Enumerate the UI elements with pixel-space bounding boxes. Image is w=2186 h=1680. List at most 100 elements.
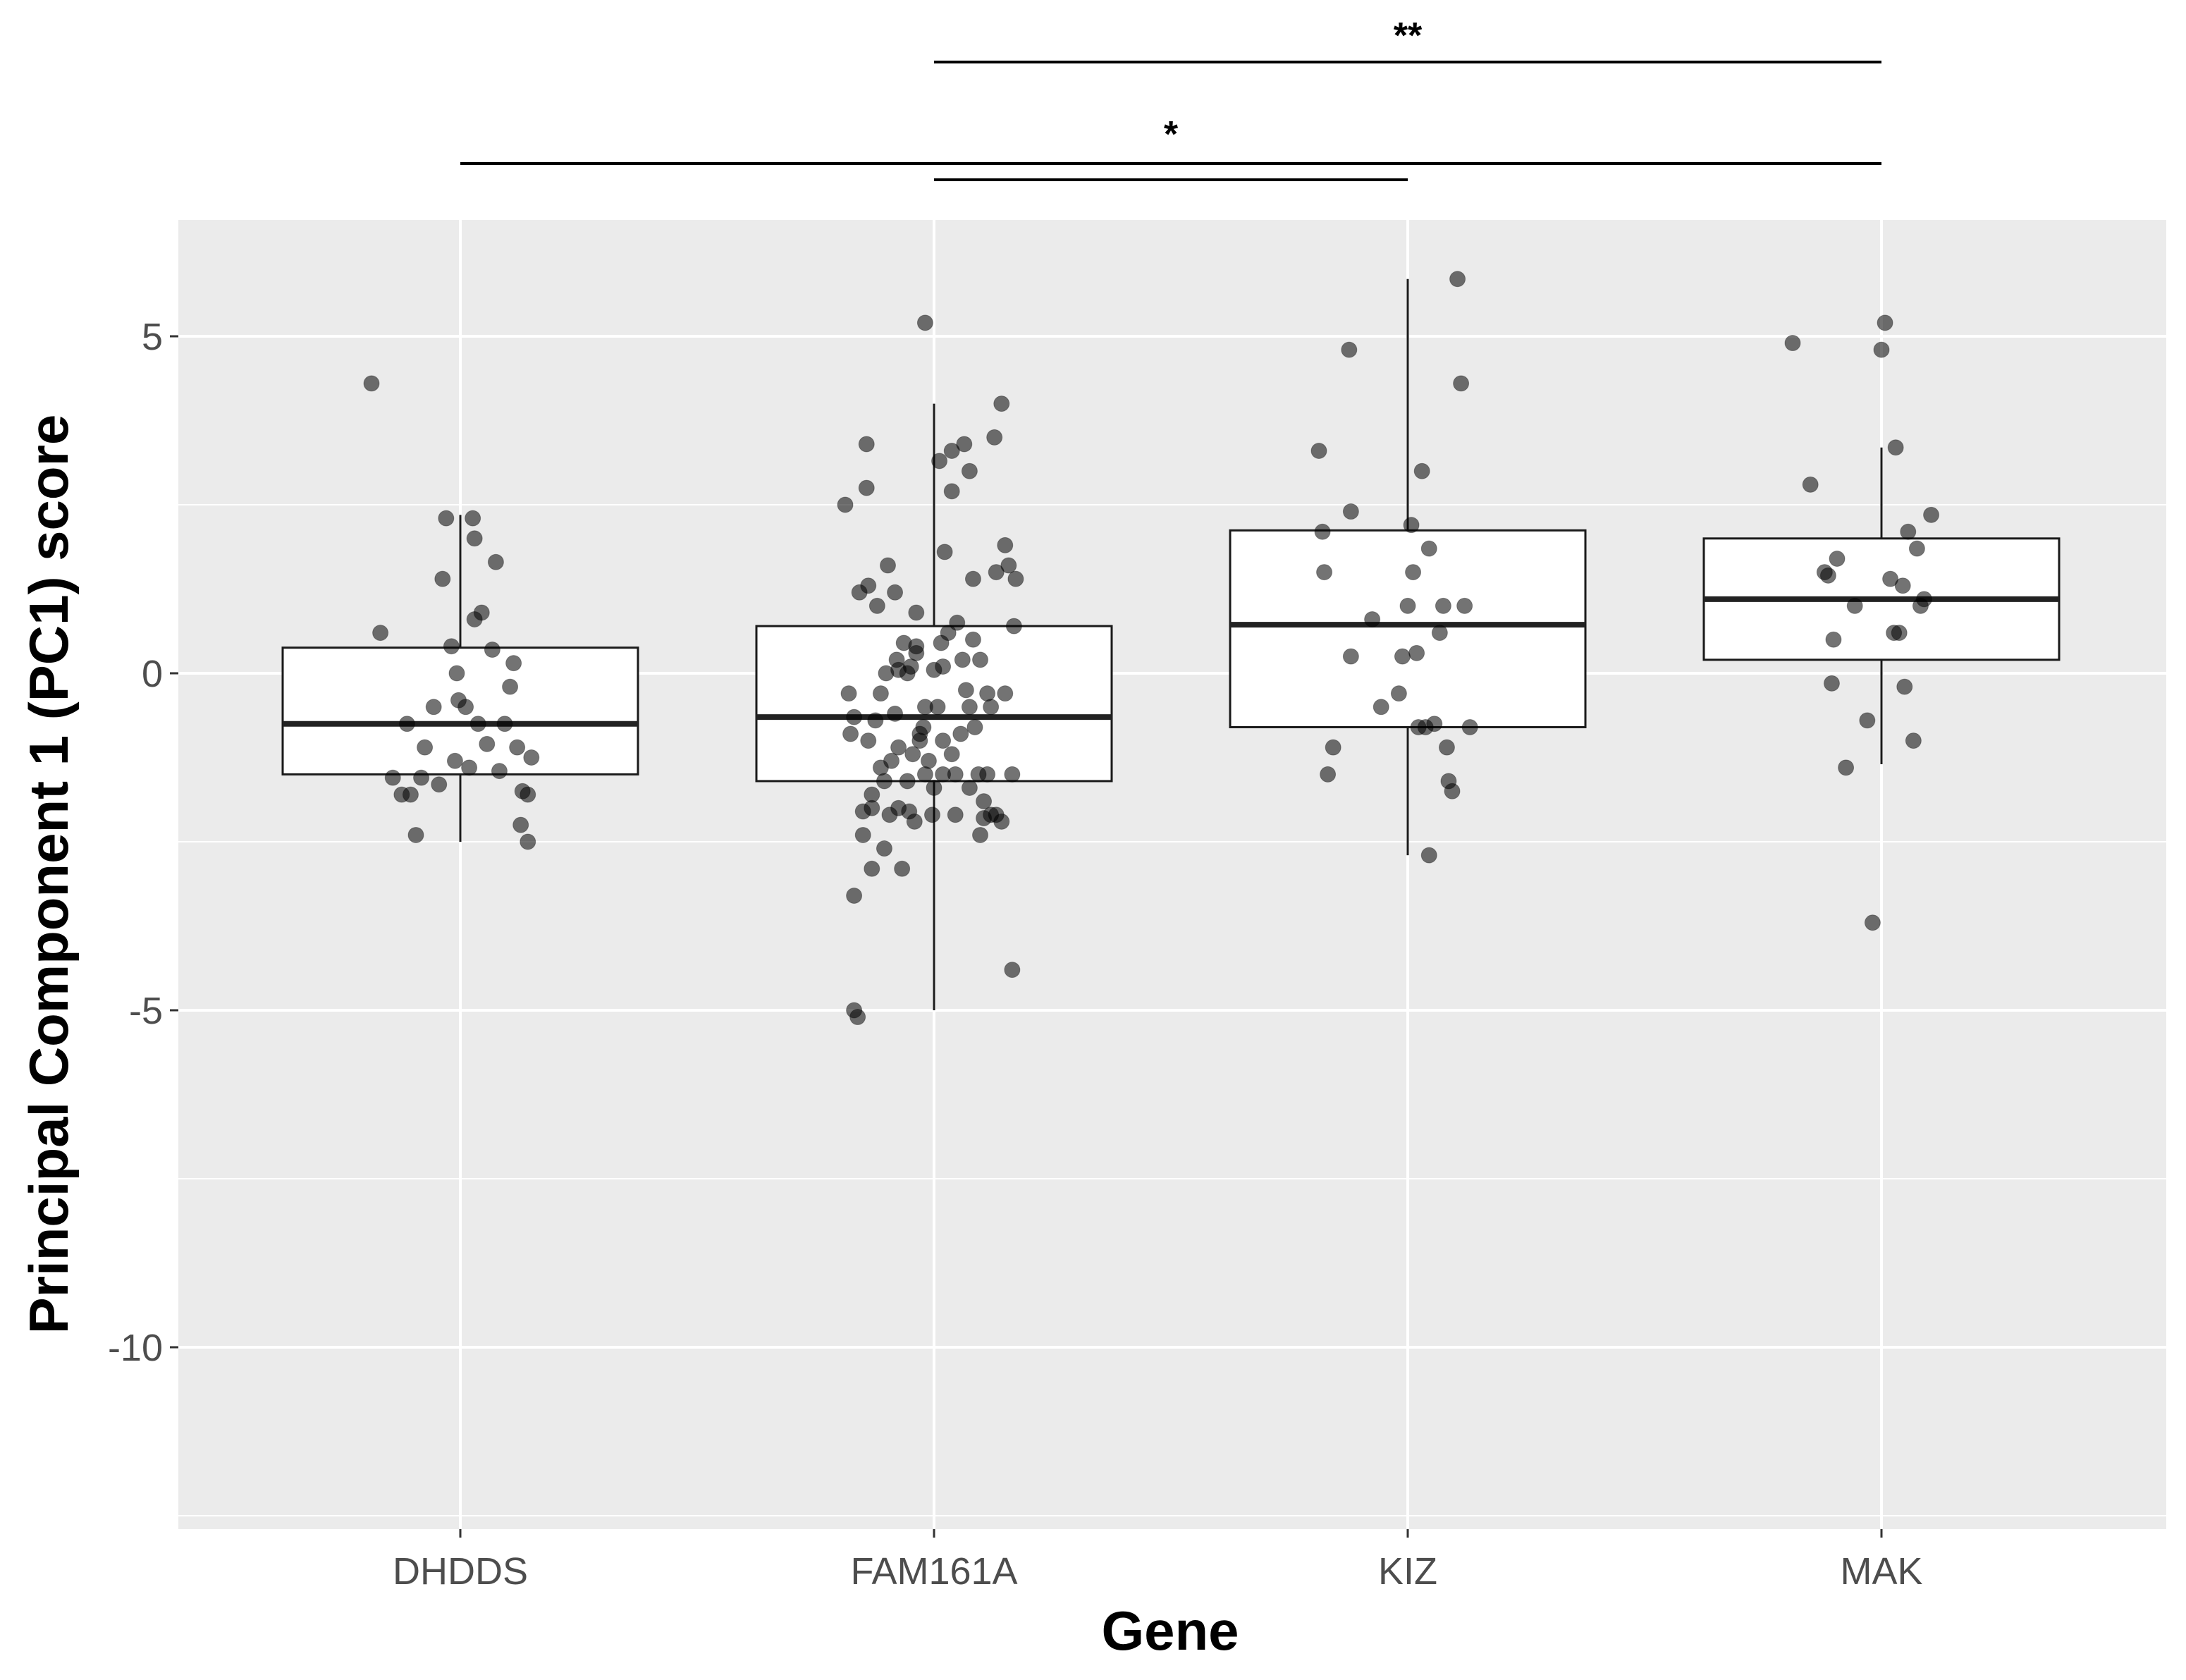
x-tick-label: DHDDS	[393, 1550, 528, 1593]
data-point	[1444, 783, 1461, 799]
data-point	[972, 651, 989, 668]
data-point	[983, 699, 1000, 716]
data-point	[491, 763, 508, 780]
data-point	[1456, 597, 1473, 614]
data-point	[1891, 625, 1908, 642]
data-point	[915, 718, 932, 735]
data-point	[911, 732, 928, 749]
data-point	[502, 678, 519, 695]
data-point	[1882, 570, 1899, 587]
data-point	[961, 462, 978, 479]
data-point	[509, 739, 526, 756]
data-point	[448, 665, 465, 682]
data-point	[1435, 597, 1451, 614]
data-point	[988, 807, 1005, 823]
x-axis-ticks: DHDDS FAM161A KIZ MAK	[393, 1529, 1923, 1593]
data-point	[964, 570, 981, 587]
data-point	[1420, 847, 1437, 864]
data-point	[842, 725, 859, 742]
data-point	[894, 860, 911, 877]
data-point	[1431, 625, 1448, 642]
data-point	[1325, 739, 1341, 756]
data-point	[1802, 476, 1819, 493]
box-kiz	[1229, 529, 1587, 728]
data-point	[398, 716, 415, 732]
data-point	[1829, 550, 1846, 567]
data-point	[952, 725, 969, 742]
data-point	[1408, 644, 1425, 661]
data-point	[1342, 648, 1359, 665]
data-point	[916, 314, 933, 331]
data-point	[1413, 462, 1430, 479]
data-point	[860, 732, 877, 749]
data-point	[887, 584, 904, 601]
data-point	[487, 553, 504, 570]
data-point	[935, 732, 952, 749]
data-point	[505, 655, 522, 672]
data-point	[926, 780, 942, 797]
data-point	[1403, 517, 1420, 534]
data-point	[473, 604, 490, 621]
data-point	[1896, 678, 1913, 695]
data-point	[1320, 766, 1337, 783]
data-point	[1426, 716, 1443, 732]
data-point	[1915, 591, 1932, 608]
data-point	[920, 752, 937, 769]
data-point	[1894, 577, 1911, 594]
data-point	[1390, 685, 1407, 702]
data-point	[997, 685, 1014, 702]
data-point	[1394, 648, 1411, 665]
data-point	[890, 739, 907, 756]
data-point	[523, 749, 540, 766]
data-point	[846, 887, 863, 904]
data-point	[372, 625, 389, 642]
data-point	[384, 769, 401, 786]
data-point	[936, 544, 953, 560]
data-point	[1000, 557, 1017, 574]
data-point	[931, 453, 948, 470]
data-point	[1005, 618, 1022, 634]
data-point	[434, 570, 451, 587]
y-tick-label: 0	[142, 653, 163, 695]
data-point	[923, 807, 940, 823]
data-point	[1364, 611, 1381, 628]
data-point	[916, 766, 933, 783]
data-point	[1420, 540, 1437, 557]
data-point	[1373, 699, 1389, 716]
data-point	[867, 712, 884, 729]
data-point	[496, 716, 513, 732]
data-point	[1310, 443, 1327, 460]
data-point	[1864, 914, 1881, 931]
data-point	[1900, 523, 1917, 540]
data-point	[864, 860, 880, 877]
data-point	[1449, 271, 1466, 288]
data-point	[957, 682, 974, 699]
data-point	[966, 718, 983, 735]
data-point	[961, 780, 978, 797]
data-point	[425, 699, 442, 716]
data-point	[993, 396, 1010, 412]
data-point	[1342, 503, 1359, 520]
data-point	[849, 1009, 866, 1026]
data-point	[1405, 564, 1422, 581]
data-point	[988, 564, 1005, 581]
data-point	[908, 604, 925, 621]
x-tick-label: MAK	[1840, 1550, 1922, 1593]
data-point	[854, 826, 871, 843]
data-point	[1819, 567, 1836, 584]
data-point	[864, 786, 880, 803]
data-point	[461, 759, 478, 776]
panel-background	[178, 220, 2166, 1529]
y-tick-label: -5	[129, 990, 163, 1032]
data-point	[858, 436, 875, 453]
significance-label: *	[1164, 114, 1179, 155]
data-point	[943, 443, 960, 460]
data-point	[904, 746, 921, 763]
significance-label: **	[1394, 16, 1423, 56]
data-point	[466, 530, 483, 547]
y-tick-label: 5	[142, 316, 163, 358]
data-point	[954, 651, 971, 668]
data-point	[872, 685, 889, 702]
data-point	[465, 510, 481, 527]
data-point	[458, 699, 474, 716]
